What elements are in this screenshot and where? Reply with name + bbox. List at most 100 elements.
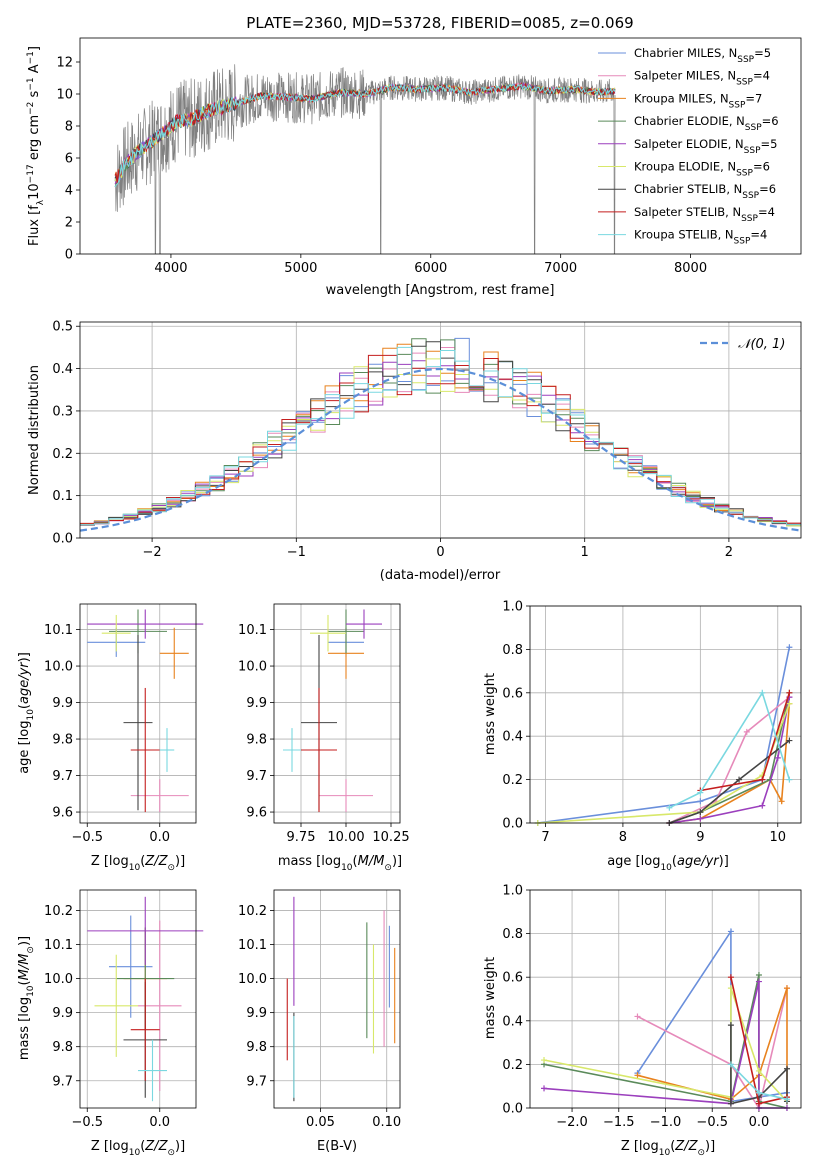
x-tick-label: 0.0 [149, 830, 170, 845]
x-tick-label: −0.5 [71, 1115, 103, 1130]
text-span: Chabrier MILES, N [634, 46, 737, 60]
subscript: 10 [129, 1148, 141, 1158]
text-span: ( [672, 854, 677, 869]
y-axis-label: mass [log10(M/M⊙)] [17, 936, 36, 1060]
x-tick-label: 8 [619, 830, 627, 845]
y-tick-label: 9.6 [52, 806, 73, 821]
data-point-marker [774, 754, 781, 761]
x-tick-label: 0.0 [749, 1115, 770, 1130]
text-span: Z/Z [674, 1139, 698, 1154]
data-point-marker [666, 804, 673, 811]
text-span: Z/Z [144, 1139, 168, 1154]
data-point-marker [786, 644, 793, 651]
y-axis-label: mass weight [483, 957, 498, 1039]
data-point-marker [634, 1072, 641, 1079]
text-span: M/M [17, 954, 32, 981]
text-span: =5 [754, 46, 771, 60]
y-tick-label: 2 [65, 216, 73, 231]
mass-vs-extinction-panel: 0.05 0.10 9.7 9.8 9.9 10.0 10.1 10.2 [238, 889, 401, 1130]
y-axis-label: Flux [fλ10−17 erg cm−2 s−1 A−1] [26, 46, 46, 246]
y-tick-label: 9.7 [246, 1074, 267, 1089]
text-span: =6 [762, 114, 779, 128]
x-tick-label: −1.0 [650, 1115, 682, 1130]
y-tick-label: 9.6 [246, 806, 267, 821]
plot-area [114, 64, 616, 254]
mass-weight-vs-metallicity-panel: −2.0 −1.5 −1.0 −0.5 0.0 0.0 0.2 0.4 0.6 0.8 1.0 [502, 884, 802, 1130]
text-span: )] [175, 854, 185, 869]
text-span: s [27, 90, 42, 101]
y-tick-label: 0.2 [502, 773, 523, 788]
data-point-marker [755, 972, 762, 979]
mass-weight-series-line [669, 739, 790, 824]
x-axis-label: Z [log10(Z/Z⊙)] [91, 1139, 185, 1158]
x-tick-label: 10.25 [372, 830, 409, 845]
x-tick-label: 2 [725, 545, 733, 560]
mass-weight-series-line [669, 696, 790, 824]
y-tick-label: 9.9 [52, 696, 73, 711]
x-tick-label: 9.75 [287, 830, 316, 845]
x-tick-label: 0.0 [149, 1115, 170, 1130]
y-tick-label: 6 [65, 152, 73, 167]
data-point-marker [786, 776, 793, 783]
x-axis-label: (data-model)/error [380, 568, 501, 583]
text-span: Chabrier STELIB, N [634, 182, 742, 196]
data-point-marker [755, 978, 762, 985]
text-span: ( [670, 1139, 675, 1154]
text-span: Salpeter ELODIE, N [634, 137, 744, 151]
text-span: )] [705, 1139, 715, 1154]
mass-weight-series-line [637, 987, 788, 1111]
text-span: Flux [f [27, 205, 42, 246]
age-vs-metallicity-panel: −0.5 0.0 9.6 9.7 9.8 9.9 10.0 10.1 [44, 603, 204, 845]
y-tick-label: 9.7 [52, 1074, 73, 1089]
text-span: )] [17, 652, 32, 662]
data-point-marker [743, 728, 750, 735]
y-axis-label: age [log10(age/yr)] [17, 652, 36, 774]
superscript: −2 [26, 102, 36, 115]
legend-label: Salpeter MILES, NSSP=4 [634, 69, 770, 88]
y-tick-label: 9.8 [246, 1040, 267, 1055]
chart-title: PLATE=2360, MJD=53728, FIBERID=0085, z=0… [246, 14, 633, 32]
y-tick-label: 0.3 [52, 404, 73, 419]
y-tick-label: 10.1 [44, 938, 73, 953]
plot-area [87, 896, 204, 1102]
text-span: )] [719, 854, 729, 869]
y-tick-label: 10.2 [44, 904, 73, 919]
text-span: =7 [745, 91, 762, 105]
plot-area [79, 337, 802, 532]
y-tick-label: 0.5 [52, 320, 73, 335]
data-point-marker [697, 798, 704, 805]
y-tick-label: 10.2 [238, 904, 267, 919]
y-tick-label: 10.0 [44, 972, 73, 987]
subscript: ⊙ [167, 863, 175, 873]
y-tick-label: 0.0 [502, 817, 523, 832]
data-point-marker [783, 1096, 790, 1103]
mass-vs-metallicity-panel: −0.5 0.0 9.7 9.8 9.9 10.0 10.1 10.2 [44, 889, 204, 1130]
axes-frame [273, 603, 401, 824]
axes-frame [529, 605, 802, 824]
text-span: )] [392, 854, 402, 869]
plot-area [283, 609, 382, 813]
data-point-marker [541, 1057, 548, 1064]
text-span: Z/Z [144, 854, 168, 869]
text-span: 10 [27, 183, 42, 200]
text-span: ( [140, 1139, 145, 1154]
y-tick-label: 4 [65, 184, 73, 199]
mass-weight-series-line [669, 696, 791, 824]
x-axis-label: age [log10(age/yr)] [607, 854, 729, 873]
data-point-marker [759, 689, 766, 696]
data-point-marker [697, 789, 704, 796]
subscript: ⊙ [26, 946, 36, 954]
subscript: 10 [26, 709, 36, 721]
x-tick-label: 0.10 [372, 1115, 401, 1130]
x-tick-label: −0.5 [696, 1115, 728, 1130]
text-span: Kroupa STELIB, N [634, 228, 734, 242]
mass-weight-vs-age-panel: 7 8 9 10 0.0 0.2 0.4 0.6 0.8 1.0 [502, 600, 802, 845]
data-point-marker [755, 1067, 762, 1074]
plot-area [87, 609, 204, 813]
y-tick-label: 0.4 [52, 362, 73, 377]
x-axis-label: Z [log10(Z/Z⊙)] [621, 1139, 715, 1158]
superscript: −17 [26, 164, 36, 183]
y-tick-label: 0.8 [502, 643, 523, 658]
x-tick-label: 1 [581, 545, 589, 560]
